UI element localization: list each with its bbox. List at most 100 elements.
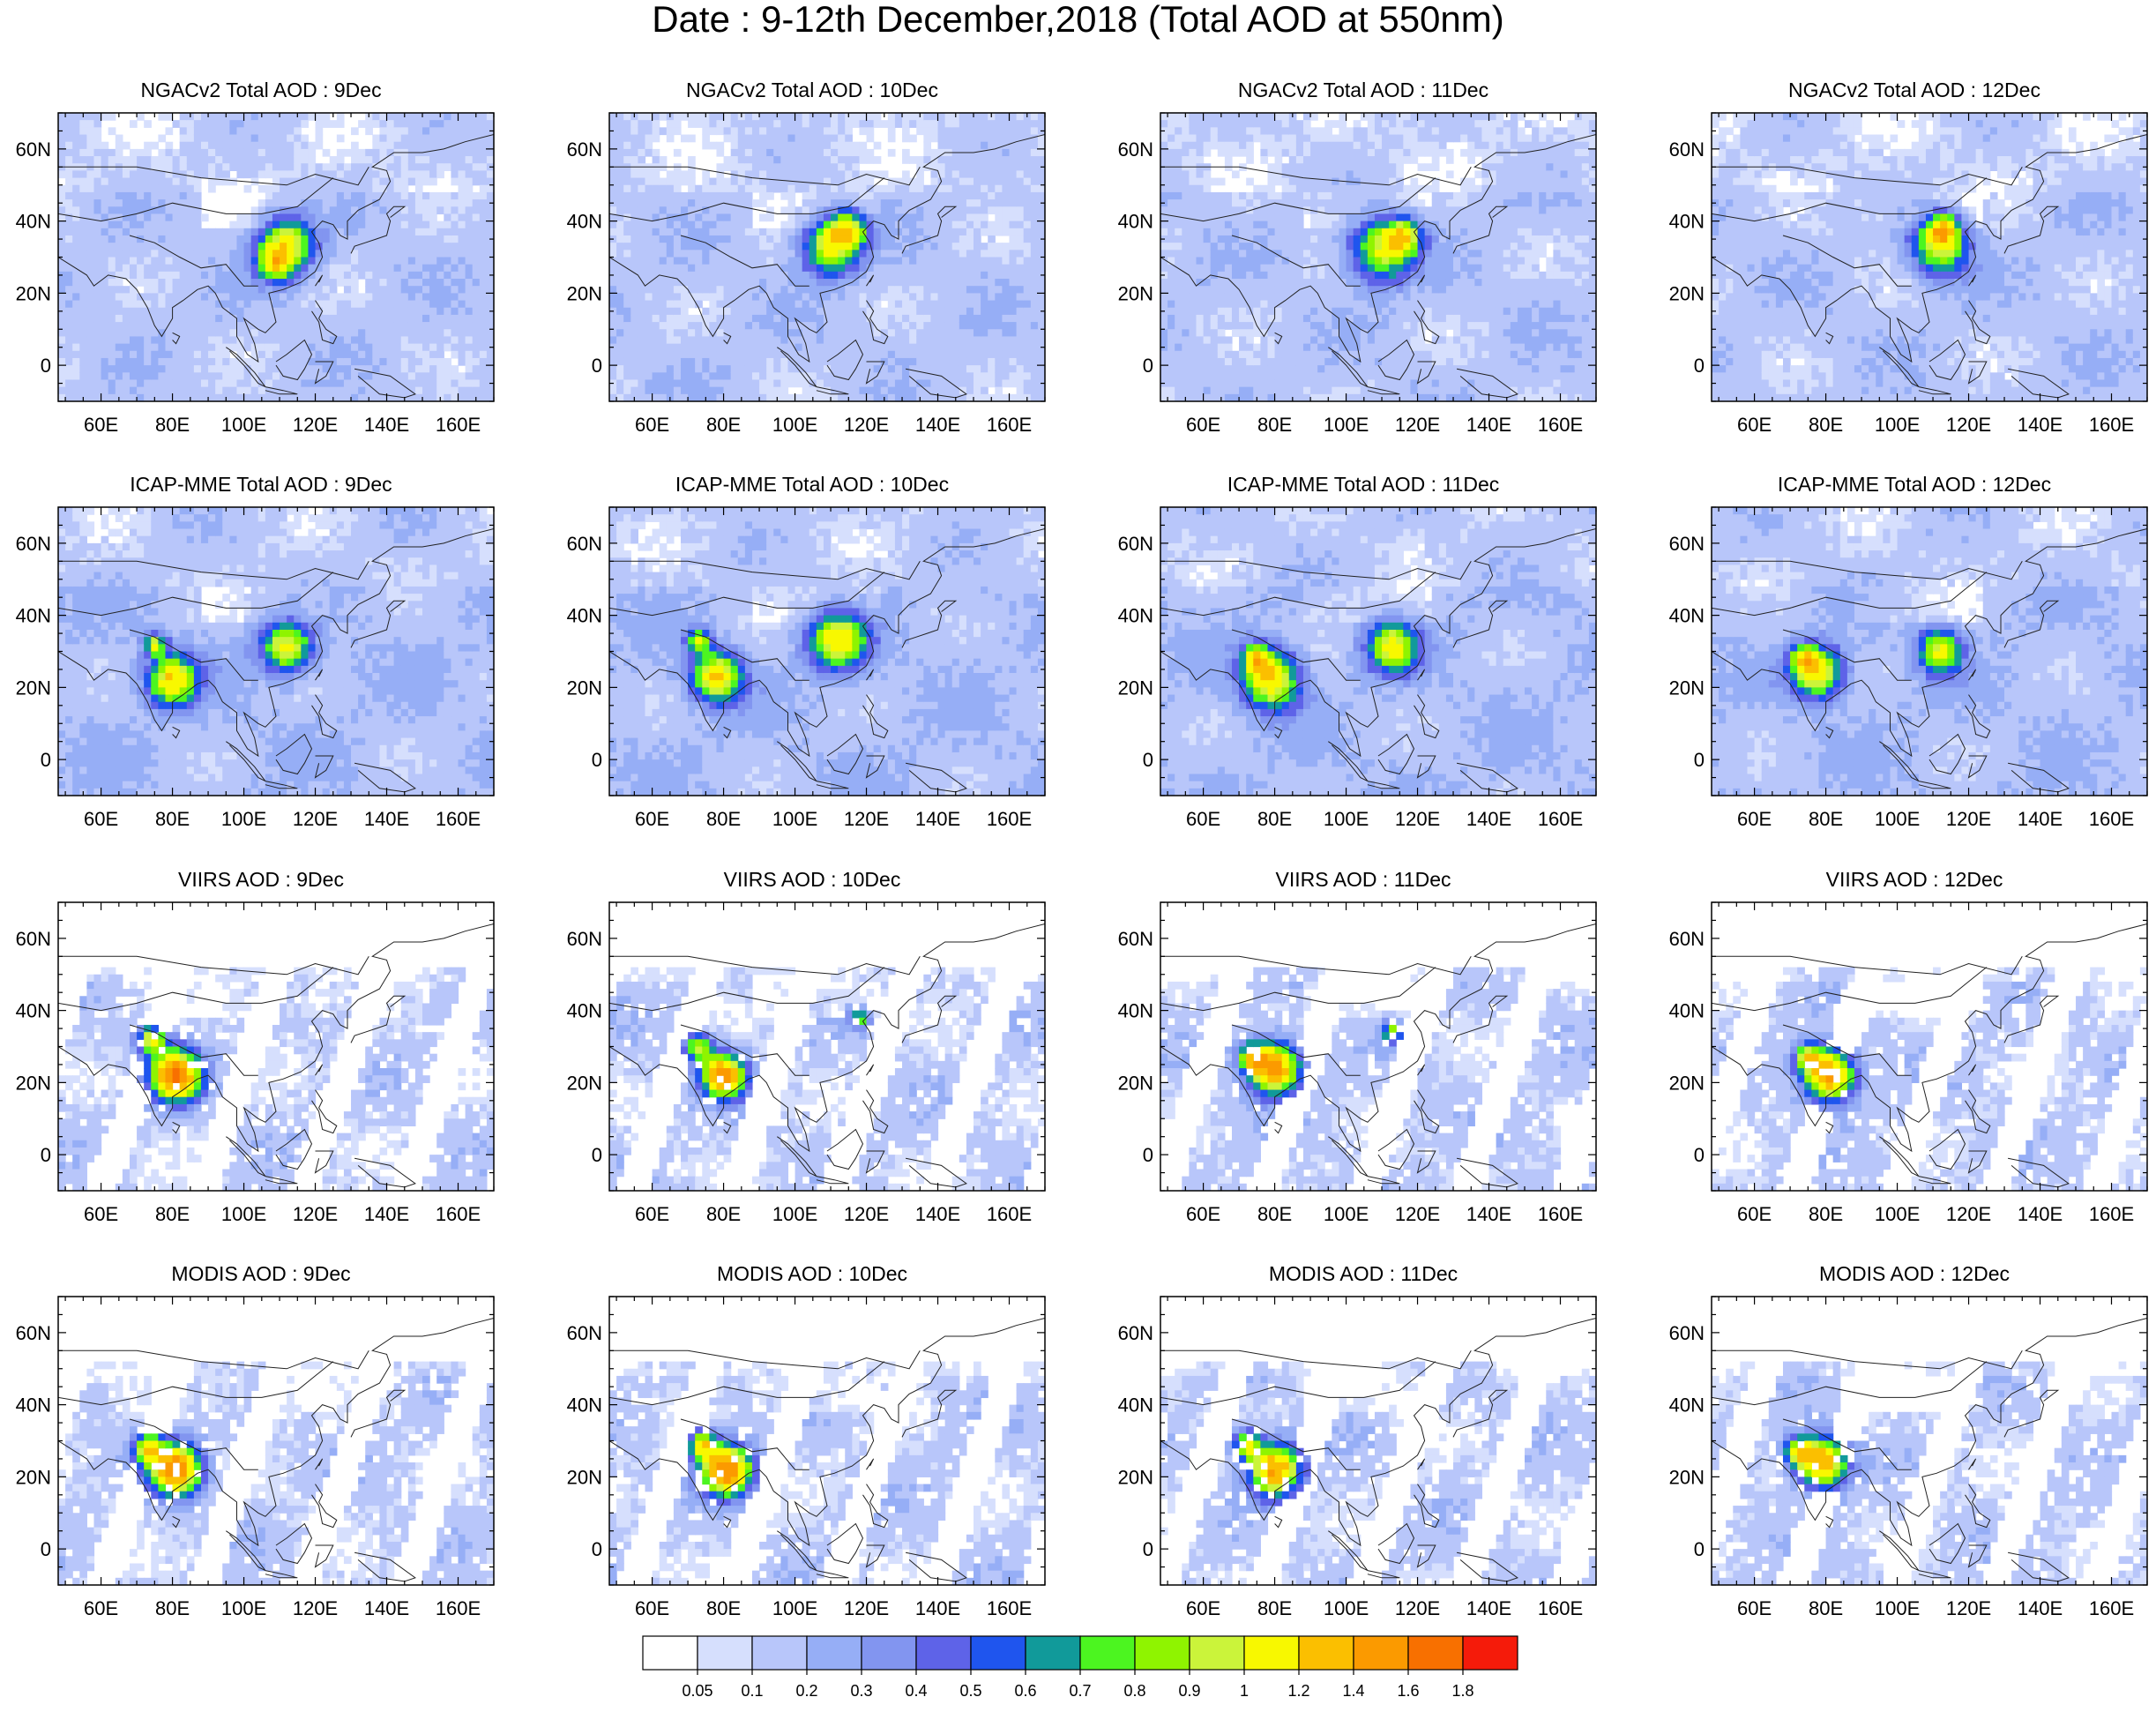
lat-tick-label: 0 xyxy=(1694,749,1705,771)
panel-title: MODIS AOD : 11Dec xyxy=(1116,1261,1610,1286)
lon-tick-label: 140E xyxy=(1466,808,1511,830)
aod-map: 60E 80E 100E 120E 140E 160E 60N 40N 20N 0 xyxy=(567,1296,1046,1619)
lon-tick-label: 60E xyxy=(1737,414,1772,436)
map-panel: ICAP-MME Total AOD : 9Dec 60E 80E 100E 120E 1… xyxy=(14,472,508,853)
aod-field xyxy=(1712,1297,2147,1585)
lon-tick-label: 80E xyxy=(1809,1597,1843,1619)
lat-tick-label: 20N xyxy=(567,677,602,699)
panel-title: VIIRS AOD : 12Dec xyxy=(1667,867,2156,892)
lat-tick-label: 20N xyxy=(1669,677,1705,699)
coastlines xyxy=(58,528,494,793)
lon-tick-label: 160E xyxy=(436,414,481,436)
lon-tick-label: 160E xyxy=(2089,1597,2134,1619)
colorbar: 0.05 0.1 0.2 0.3 0.4 0.5 0.6 0.7 0.8 0.9 1 1.2 1.4 1.… xyxy=(642,1635,1518,1700)
colorbar-label: 0.9 xyxy=(1178,1682,1200,1700)
lat-tick-label: 20N xyxy=(16,1466,51,1488)
aod-map: 60E 80E 100E 120E 140E 160E 60N 40N 20N 0 xyxy=(567,901,1046,1225)
lat-tick-label: 40N xyxy=(1118,1000,1153,1022)
lon-tick-label: 120E xyxy=(844,808,889,830)
colorbar-swatch xyxy=(1462,1635,1518,1671)
lon-tick-label: 120E xyxy=(844,1203,889,1225)
panel-title: ICAP-MME Total AOD : 11Dec xyxy=(1116,472,1610,497)
coastlines xyxy=(609,134,1045,399)
aod-field xyxy=(609,507,1045,796)
coastlines xyxy=(609,1318,1045,1582)
lon-tick-label: 100E xyxy=(1875,808,1920,830)
coastlines xyxy=(1160,528,1596,793)
lon-tick-label: 140E xyxy=(1466,1597,1511,1619)
colorbar-swatch xyxy=(642,1635,698,1671)
panel-title: NGACv2 Total AOD : 11Dec xyxy=(1116,78,1610,102)
aod-map: 60E 80E 100E 120E 140E 160E 60N 40N 20N 0 xyxy=(1118,506,1597,830)
lat-tick-label: 60N xyxy=(16,533,51,555)
lon-tick-label: 120E xyxy=(1946,808,1991,830)
lat-tick-label: 20N xyxy=(1118,677,1153,699)
map-panel: NGACv2 Total AOD : 12Dec 60E 80E 100E 120E 14… xyxy=(1667,78,2156,459)
panel-title: MODIS AOD : 9Dec xyxy=(14,1261,508,1286)
aod-field xyxy=(58,902,494,1191)
lon-tick-label: 80E xyxy=(155,808,190,830)
map-panel: VIIRS AOD : 11Dec 60E 80E 100E 120E 140E 160E 6… xyxy=(1116,867,1610,1248)
lon-tick-label: 120E xyxy=(293,808,338,830)
map-panel: ICAP-MME Total AOD : 11Dec 60E 80E 100E 120E… xyxy=(1116,472,1610,853)
aod-field xyxy=(58,1297,494,1585)
lon-tick-label: 160E xyxy=(436,1203,481,1225)
coastlines xyxy=(609,528,1045,793)
map-panel: MODIS AOD : 12Dec 60E 80E 100E 120E 140E 160E 6… xyxy=(1667,1261,2156,1642)
aod-field xyxy=(1160,113,1596,401)
lat-tick-label: 40N xyxy=(16,1394,51,1417)
colorbar-label: 0.5 xyxy=(959,1682,981,1700)
colorbar-swatch xyxy=(1243,1635,1300,1671)
lat-tick-label: 60N xyxy=(1669,533,1705,555)
lat-tick-label: 20N xyxy=(16,1072,51,1094)
lon-tick-label: 60E xyxy=(1186,808,1220,830)
panel-title: MODIS AOD : 10Dec xyxy=(565,1261,1059,1286)
lat-tick-label: 60N xyxy=(1669,928,1705,950)
lon-tick-label: 140E xyxy=(364,1597,409,1619)
lat-tick-label: 0 xyxy=(1143,1144,1153,1166)
lon-tick-label: 60E xyxy=(1737,1203,1772,1225)
panel-title: VIIRS AOD : 11Dec xyxy=(1116,867,1610,892)
lon-tick-label: 140E xyxy=(2018,1597,2063,1619)
aod-field xyxy=(1712,507,2147,796)
lon-tick-label: 160E xyxy=(1538,414,1583,436)
lon-tick-label: 140E xyxy=(364,1203,409,1225)
lon-tick-label: 80E xyxy=(1257,1203,1292,1225)
lon-tick-label: 100E xyxy=(1324,1597,1369,1619)
lon-tick-label: 160E xyxy=(1538,1203,1583,1225)
lon-tick-label: 160E xyxy=(2089,1203,2134,1225)
lat-tick-label: 0 xyxy=(41,1144,51,1166)
lat-tick-label: 60N xyxy=(16,928,51,950)
lon-tick-label: 100E xyxy=(221,414,266,436)
lat-tick-label: 20N xyxy=(1118,1466,1153,1488)
lon-tick-label: 160E xyxy=(436,808,481,830)
panel-title: NGACv2 Total AOD : 9Dec xyxy=(14,78,508,102)
lat-tick-label: 20N xyxy=(1669,1466,1705,1488)
lon-tick-label: 80E xyxy=(1257,808,1292,830)
lat-tick-label: 40N xyxy=(1669,1000,1705,1022)
aod-map: 60E 80E 100E 120E 140E 160E 60N 40N 20N 0 xyxy=(16,506,495,830)
lon-tick-label: 60E xyxy=(1737,808,1772,830)
lat-tick-label: 60N xyxy=(1118,928,1153,950)
lat-tick-label: 0 xyxy=(592,355,602,377)
lat-tick-label: 0 xyxy=(1694,1144,1705,1166)
aod-field xyxy=(1160,1297,1596,1585)
colorbar-swatch xyxy=(806,1635,862,1671)
lon-tick-label: 140E xyxy=(2018,1203,2063,1225)
lon-tick-label: 120E xyxy=(1946,1203,1991,1225)
lat-tick-label: 0 xyxy=(592,1144,602,1166)
lon-tick-label: 160E xyxy=(987,1597,1032,1619)
lon-tick-label: 60E xyxy=(84,1597,118,1619)
coastlines xyxy=(609,923,1045,1188)
aod-map: 60E 80E 100E 120E 140E 160E 60N 40N 20N 0 xyxy=(16,901,495,1225)
aod-field xyxy=(1160,507,1596,796)
lon-tick-label: 80E xyxy=(706,1597,741,1619)
aod-field xyxy=(609,902,1045,1191)
lat-tick-label: 40N xyxy=(16,605,51,627)
colorbar-label: 0.2 xyxy=(795,1682,817,1700)
coastlines xyxy=(1160,134,1596,399)
lat-tick-label: 60N xyxy=(567,928,602,950)
lat-tick-label: 40N xyxy=(567,1000,602,1022)
coastlines xyxy=(1712,923,2147,1188)
lon-tick-label: 140E xyxy=(2018,808,2063,830)
